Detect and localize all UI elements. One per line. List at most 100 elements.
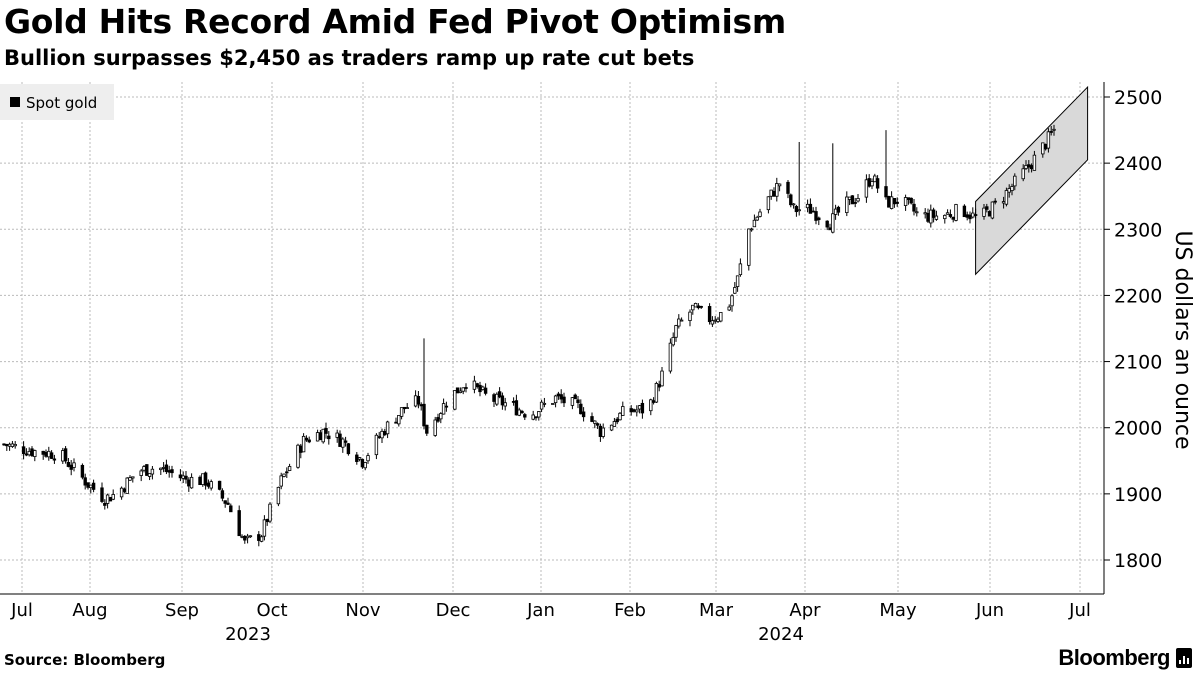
chart-subtitle: Bullion surpasses $2,450 as traders ramp… bbox=[4, 46, 695, 70]
bar-chart-icon bbox=[1176, 648, 1192, 668]
candle-body bbox=[747, 228, 751, 266]
candle-body bbox=[668, 342, 673, 372]
candle-body bbox=[786, 181, 790, 194]
candle-body bbox=[259, 536, 264, 542]
candle-body bbox=[811, 210, 815, 213]
candle-body bbox=[755, 216, 759, 221]
candle-body bbox=[399, 407, 404, 417]
candle-body bbox=[789, 194, 793, 206]
y-axis-label: US dollars an ounce bbox=[1170, 230, 1195, 449]
candle-body bbox=[825, 220, 829, 228]
candle-body bbox=[679, 319, 684, 322]
candle-body bbox=[1027, 164, 1031, 168]
candle-body bbox=[1004, 190, 1009, 205]
candle-body bbox=[402, 406, 407, 410]
candle-body bbox=[892, 198, 897, 205]
candle-body bbox=[472, 380, 477, 390]
chart-title: Gold Hits Record Amid Fed Pivot Optimism bbox=[4, 2, 786, 41]
candle-body bbox=[987, 211, 992, 217]
candle-body bbox=[287, 466, 292, 471]
candle-body bbox=[279, 475, 283, 487]
candle-body bbox=[853, 202, 857, 204]
candle-body bbox=[696, 305, 701, 309]
candle-body bbox=[385, 421, 390, 435]
candle-body bbox=[139, 470, 143, 476]
candle-body bbox=[145, 464, 149, 476]
candle-body bbox=[413, 395, 418, 407]
candle-body bbox=[226, 502, 230, 505]
candle-body bbox=[873, 175, 877, 183]
candle-body bbox=[836, 206, 841, 213]
candle-body bbox=[10, 443, 15, 447]
candle-body bbox=[307, 439, 311, 443]
candle-body bbox=[749, 228, 754, 231]
candle-body bbox=[147, 472, 152, 477]
candle-body bbox=[433, 419, 437, 436]
candle-body bbox=[315, 432, 320, 442]
candle-body bbox=[338, 433, 342, 447]
x-month-label: Nov bbox=[345, 600, 380, 621]
candle-body bbox=[915, 211, 919, 214]
candle-body bbox=[1046, 131, 1051, 149]
candle-body bbox=[517, 409, 521, 416]
candle-body bbox=[971, 212, 975, 218]
candle-body bbox=[982, 207, 986, 217]
candle-body bbox=[343, 440, 348, 443]
candle-body bbox=[91, 482, 96, 490]
candle-body bbox=[105, 494, 110, 504]
candle-body bbox=[1041, 142, 1045, 155]
candle-body bbox=[131, 476, 135, 479]
candle-body bbox=[570, 397, 575, 406]
candle-body bbox=[363, 462, 367, 469]
candle-body bbox=[691, 304, 695, 311]
candle-body bbox=[187, 479, 191, 487]
candle-body bbox=[895, 201, 899, 204]
candle-body bbox=[335, 432, 339, 438]
candle-body bbox=[240, 535, 244, 538]
candle-body bbox=[209, 481, 213, 489]
candle-body bbox=[108, 497, 113, 502]
candle-body bbox=[243, 535, 247, 541]
candle-body bbox=[931, 209, 936, 218]
candle-body bbox=[1052, 128, 1056, 131]
candle-body bbox=[727, 306, 731, 311]
candle-body bbox=[632, 409, 636, 412]
candle-body bbox=[850, 195, 855, 205]
candle-body bbox=[912, 203, 916, 212]
x-month-label: May bbox=[879, 600, 917, 621]
candle-body bbox=[405, 407, 409, 409]
candle-body bbox=[1007, 188, 1011, 193]
candle-body bbox=[1043, 143, 1048, 150]
candle-body bbox=[870, 181, 874, 187]
candle-body bbox=[184, 475, 188, 480]
candle-body bbox=[553, 395, 558, 404]
candle-body bbox=[27, 450, 31, 456]
candle-body bbox=[374, 434, 379, 456]
candle-body bbox=[640, 402, 645, 414]
candle-body bbox=[769, 189, 773, 197]
candle-body bbox=[357, 457, 362, 460]
legend-swatch bbox=[10, 97, 20, 107]
candle-body bbox=[923, 212, 927, 215]
candle-body bbox=[906, 197, 911, 201]
candle-body bbox=[973, 214, 978, 216]
candle-body bbox=[579, 403, 583, 415]
candle-body bbox=[805, 203, 810, 209]
candle-body bbox=[657, 384, 661, 388]
candle-body bbox=[926, 212, 930, 222]
candle-body bbox=[500, 395, 505, 406]
candle-body bbox=[612, 421, 617, 427]
candle-body bbox=[1013, 175, 1017, 187]
candle-body bbox=[772, 190, 776, 197]
candle-body bbox=[730, 295, 734, 307]
candle-body bbox=[621, 406, 625, 416]
candle-body bbox=[777, 183, 782, 187]
candle-body bbox=[324, 427, 328, 434]
candle-body bbox=[1029, 165, 1034, 170]
candle-body bbox=[492, 394, 496, 402]
candle-body bbox=[766, 196, 771, 211]
candle-body bbox=[814, 211, 818, 221]
candle-body bbox=[909, 197, 913, 204]
candle-body bbox=[245, 535, 250, 539]
